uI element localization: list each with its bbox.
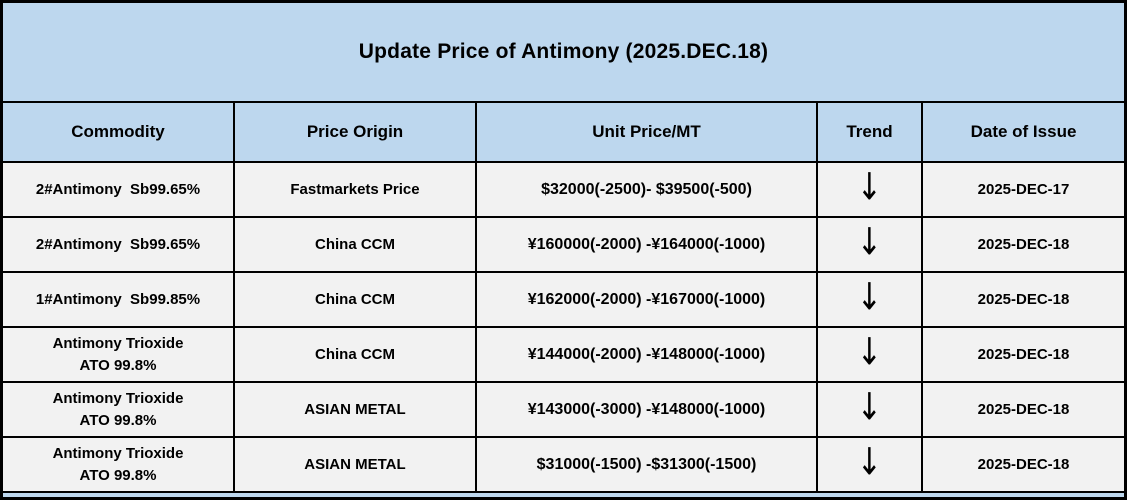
header-trend: Trend [818,103,923,161]
unit-price-value: ¥160000(-2000) -¥164000(-1000) [477,218,818,271]
date-of-issue-value: 2025-DEC-18 [977,346,1070,363]
price-origin-value: China CCM [235,218,477,271]
table-row: Antimony Trioxide ATO 99.8% ASIAN METAL … [3,438,1124,493]
trend-down-arrow-icon: ↓ [818,328,923,381]
table-row: 2#Antimony Sb99.65% Fastmarkets Price $3… [3,163,1124,218]
commodity-value: 2#Antimony Sb99.65% [3,218,235,271]
commodity-value: Antimony Trioxide ATO 99.8% [3,328,235,381]
price-origin-value: China CCM [235,273,477,326]
down-arrow-glyph: ↓ [856,385,883,429]
commodity-value: Antimony Trioxide ATO 99.8% [3,438,235,491]
down-arrow-glyph: ↓ [856,330,883,374]
header-unit-price: Unit Price/MT [477,103,818,161]
unit-price-value: ¥143000(-3000) -¥148000(-1000) [477,383,818,436]
trend-down-arrow-icon: ↓ [818,218,923,271]
trend-down-arrow-icon: ↓ [818,273,923,326]
table-row: 1#Antimony Sb99.85% China CCM ¥162000(-2… [3,273,1124,328]
commodity-value: 1#Antimony Sb99.85% [3,273,235,326]
table-row: Antimony Trioxide ATO 99.8% ASIAN METAL … [3,383,1124,438]
price-origin-value: China CCM [235,328,477,381]
date-of-issue-value: 2025-DEC-18 [977,291,1070,308]
date-of-issue-value: 2025-DEC-17 [977,181,1070,198]
price-origin-value: Fastmarkets Price [235,163,477,216]
down-arrow-glyph: ↓ [856,165,883,209]
trend-down-arrow-icon: ↓ [818,438,923,491]
date-of-issue-value: 2025-DEC-18 [977,401,1070,418]
down-arrow-glyph: ↓ [856,275,883,319]
table-row: 2#Antimony Sb99.65% China CCM ¥160000(-2… [3,218,1124,273]
header-date-of-issue: Date of Issue [970,122,1077,141]
date-of-issue-value: 2025-DEC-18 [977,236,1070,253]
down-arrow-glyph: ↓ [856,440,883,484]
table-header-row: Commodity Price Origin Unit Price/MT Tre… [3,103,1124,163]
price-origin-value: ASIAN METAL [235,438,477,491]
date-of-issue-value: 2025-DEC-18 [977,456,1070,473]
unit-price-value: $32000(-2500)- $39500(-500) [477,163,818,216]
unit-price-value: ¥144000(-2000) -¥148000(-1000) [477,328,818,381]
trend-down-arrow-icon: ↓ [818,163,923,216]
table-row: Antimony Trioxide ATO 99.8% China CCM ¥1… [3,328,1124,383]
down-arrow-glyph: ↓ [856,220,883,264]
trend-down-arrow-icon: ↓ [818,383,923,436]
page-title: Update Price of Antimony (2025.DEC.18) [358,40,769,63]
table-title-band: Update Price of Antimony (2025.DEC.18) [3,3,1124,103]
unit-price-value: ¥162000(-2000) -¥167000(-1000) [477,273,818,326]
commodity-value: Antimony Trioxide ATO 99.8% [3,383,235,436]
cutoff-next-row-strip [3,493,1124,497]
header-price-origin: Price Origin [235,103,477,161]
unit-price-value: $31000(-1500) -$31300(-1500) [477,438,818,491]
header-commodity: Commodity [3,103,235,161]
commodity-value: 2#Antimony Sb99.65% [3,163,235,216]
price-origin-value: ASIAN METAL [235,383,477,436]
